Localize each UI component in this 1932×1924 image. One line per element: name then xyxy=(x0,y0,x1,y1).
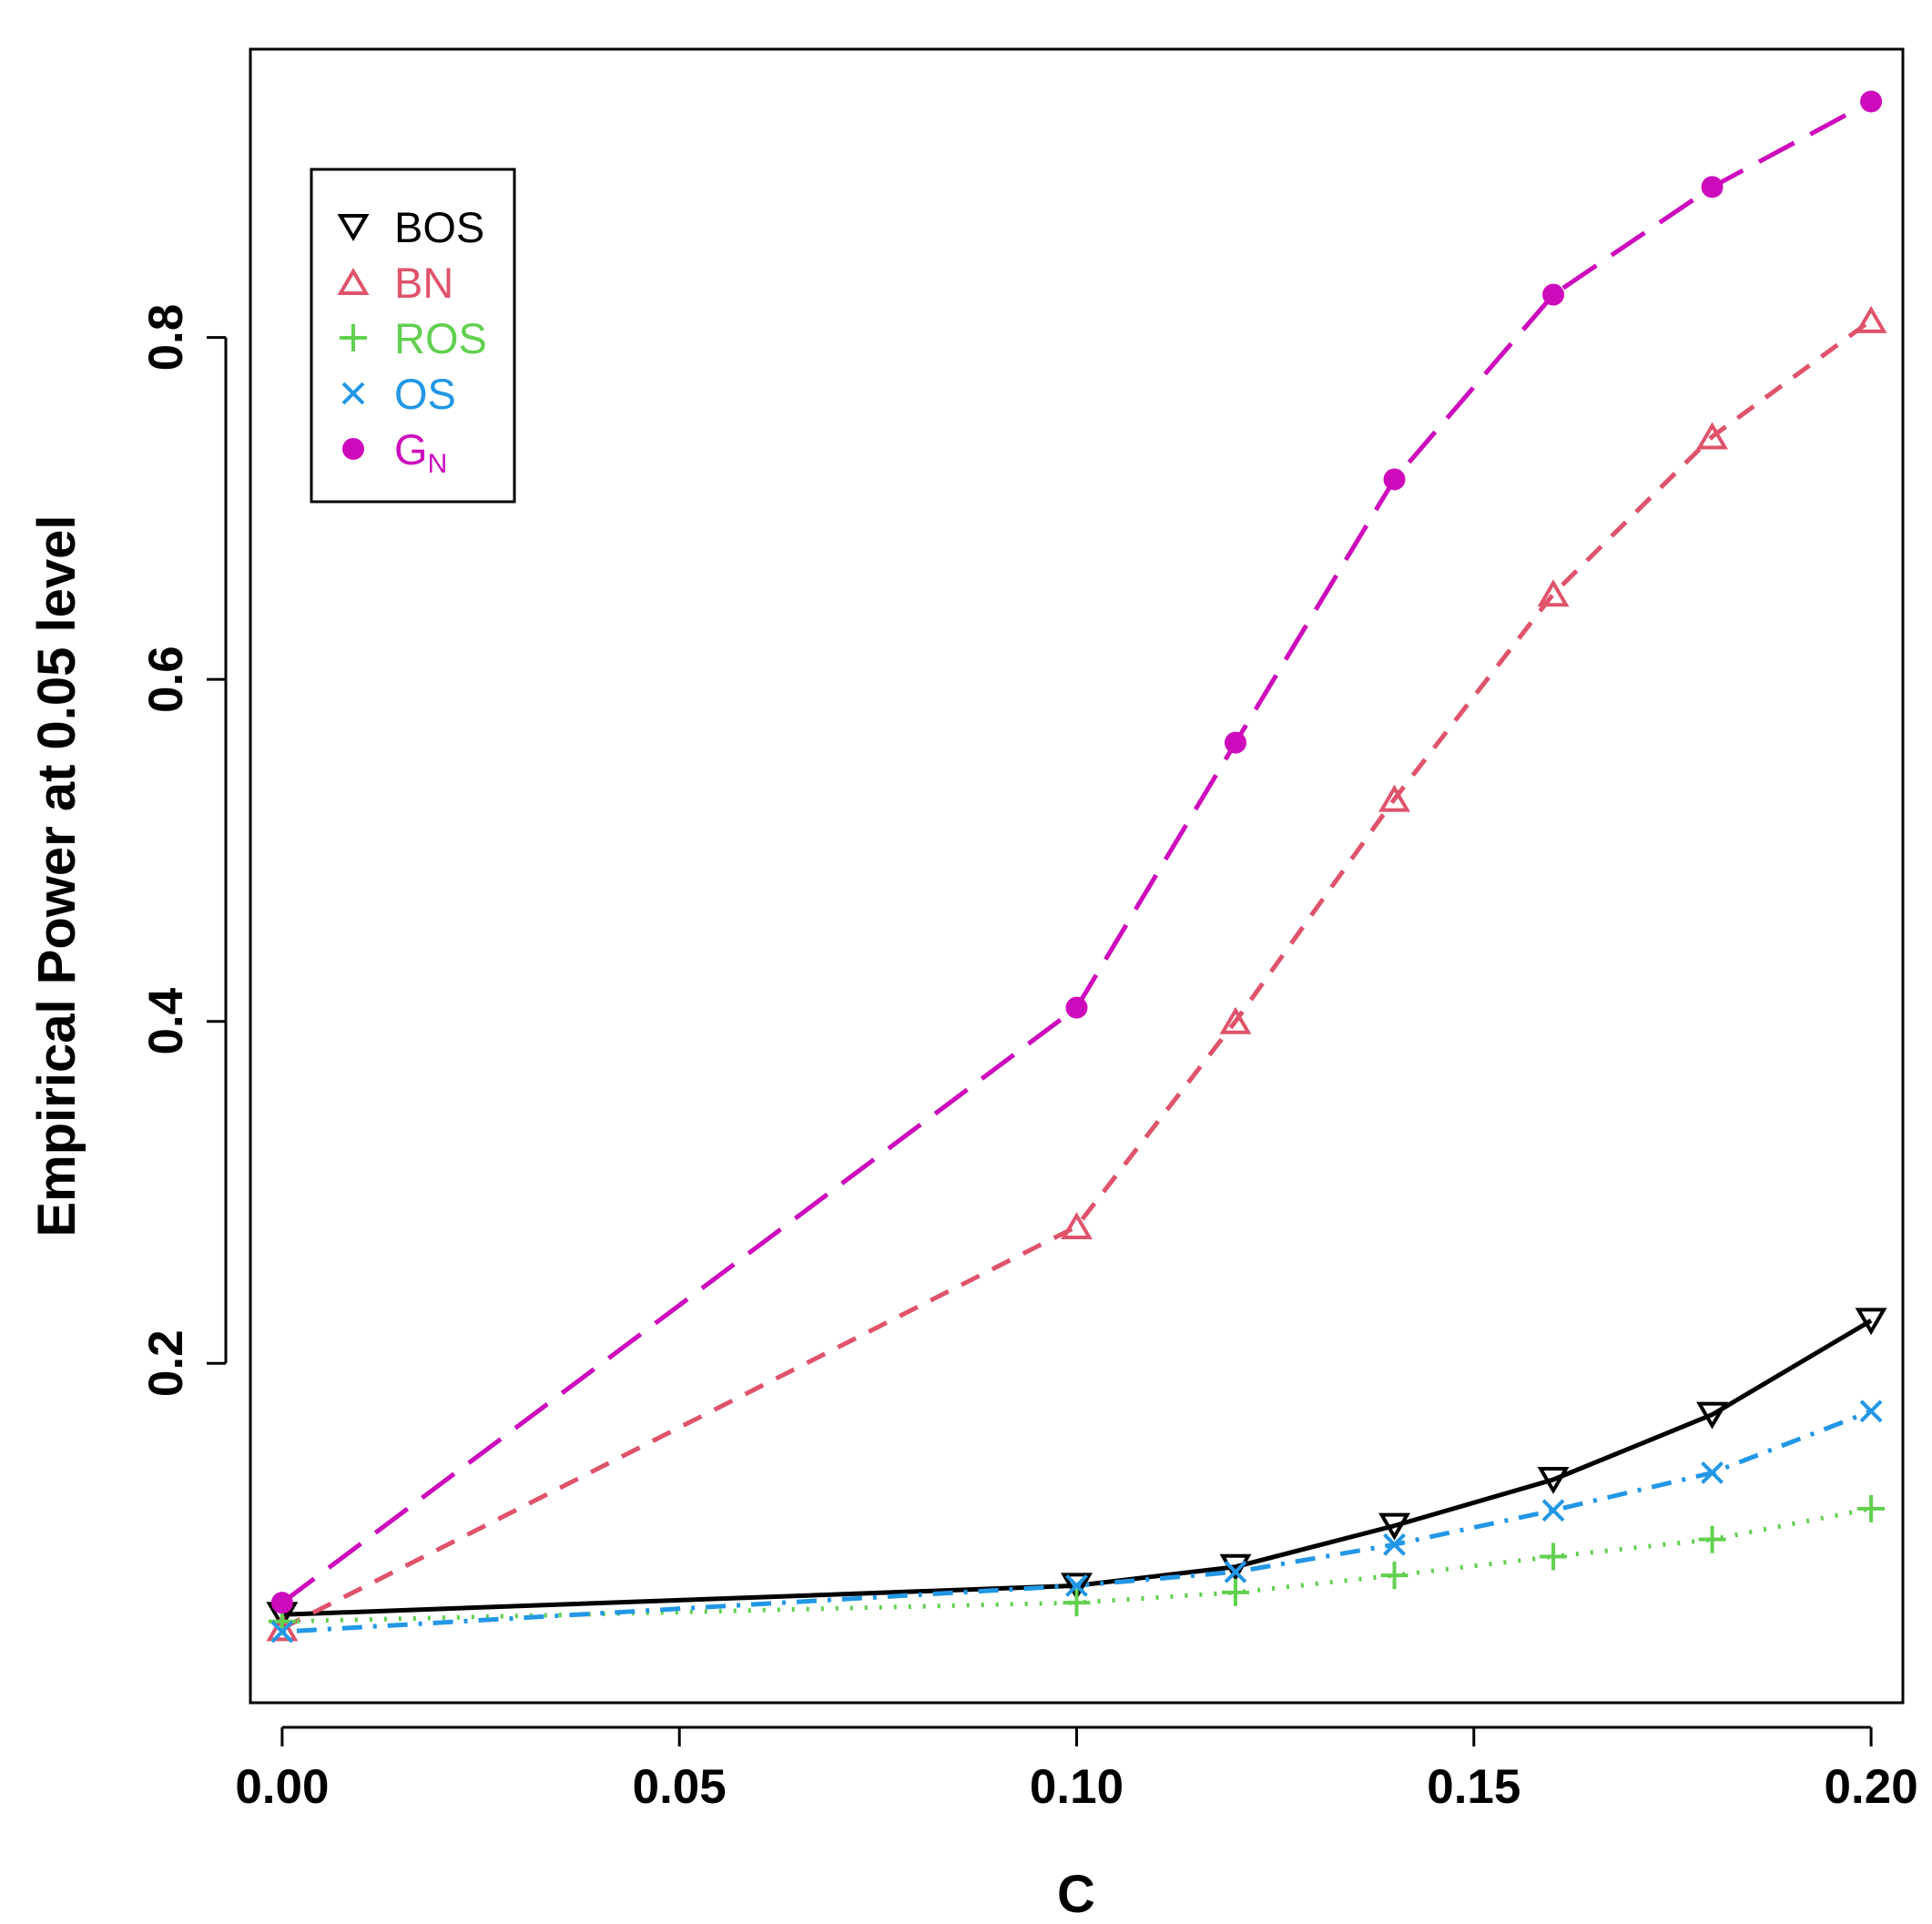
x-tick-label: 0.15 xyxy=(1427,1760,1520,1814)
data-point-ros xyxy=(1380,1562,1408,1590)
data-point-bn xyxy=(1696,422,1729,450)
data-point-os xyxy=(1065,1573,1088,1597)
x-tick-label: 0.10 xyxy=(1030,1760,1124,1814)
data-point-os xyxy=(270,1620,294,1644)
data-point-g xyxy=(1225,731,1247,754)
legend-label-bn: BN xyxy=(394,259,453,307)
data-point-bn xyxy=(1855,305,1887,333)
y-axis-title: Empirical Power at 0.05 level xyxy=(27,514,86,1237)
data-point-g xyxy=(1065,996,1088,1019)
data-point-ros xyxy=(1698,1525,1726,1553)
data-point-bn xyxy=(1061,1212,1093,1240)
data-point-ros xyxy=(1063,1589,1091,1617)
x-axis-title: C xyxy=(1057,1865,1095,1924)
legend-marker-ros xyxy=(340,324,367,351)
data-point-g xyxy=(1701,176,1724,199)
legend-label-bos: BOS xyxy=(394,203,484,251)
data-point-bos xyxy=(1378,1512,1411,1541)
axes: 0.00 0.05 0.10 0.15 0.20 0.2 0.4 0.6 0.8 xyxy=(139,304,1918,1814)
data-point-os xyxy=(1859,1400,1883,1423)
data-point-bos xyxy=(1855,1308,1887,1336)
series-line-bn xyxy=(280,318,1873,1631)
data-point-os xyxy=(1701,1461,1724,1484)
data-point-os xyxy=(1224,1560,1247,1583)
plot-frame xyxy=(249,47,1905,1705)
y-tick-label: 0.2 xyxy=(139,1329,193,1397)
series-markers xyxy=(266,90,1887,1644)
data-point-bn xyxy=(1378,784,1411,812)
y-tick-label: 0.6 xyxy=(139,646,193,713)
data-point-os xyxy=(1541,1499,1565,1522)
data-point-g xyxy=(1383,468,1406,491)
series-line-g xyxy=(280,99,1873,1605)
data-point-bos xyxy=(1061,1573,1093,1601)
legend-marker-bos xyxy=(337,214,370,241)
data-point-ros xyxy=(1540,1542,1568,1571)
x-tick-label: 0.20 xyxy=(1825,1760,1918,1814)
legend-marker-g xyxy=(342,438,364,460)
x-tick-label: 0.00 xyxy=(235,1760,329,1814)
data-point-bos xyxy=(1537,1466,1570,1494)
y-tick-label: 0.8 xyxy=(139,304,193,372)
series-lines xyxy=(280,99,1873,1634)
legend-marker-bn xyxy=(337,268,370,295)
data-point-bn xyxy=(1219,1006,1252,1034)
data-point-os xyxy=(1383,1532,1406,1556)
legend-marker-os xyxy=(341,382,365,405)
data-point-g xyxy=(1542,283,1565,306)
data-point-g xyxy=(270,1592,293,1614)
legend-label-ros: ROS xyxy=(394,314,487,362)
data-point-bos xyxy=(1696,1401,1729,1430)
legend-label-os: OS xyxy=(394,370,456,418)
legend-label-subscript: N xyxy=(428,449,448,479)
y-tick-label: 0.4 xyxy=(139,987,193,1054)
data-point-bn xyxy=(1537,579,1570,607)
data-point-g xyxy=(1860,90,1883,113)
data-point-ros xyxy=(1222,1578,1250,1606)
series-line-bos xyxy=(281,1318,1873,1617)
data-point-bn xyxy=(266,1614,299,1642)
data-point-ros xyxy=(1857,1494,1886,1522)
x-tick-label: 0.05 xyxy=(633,1760,727,1814)
